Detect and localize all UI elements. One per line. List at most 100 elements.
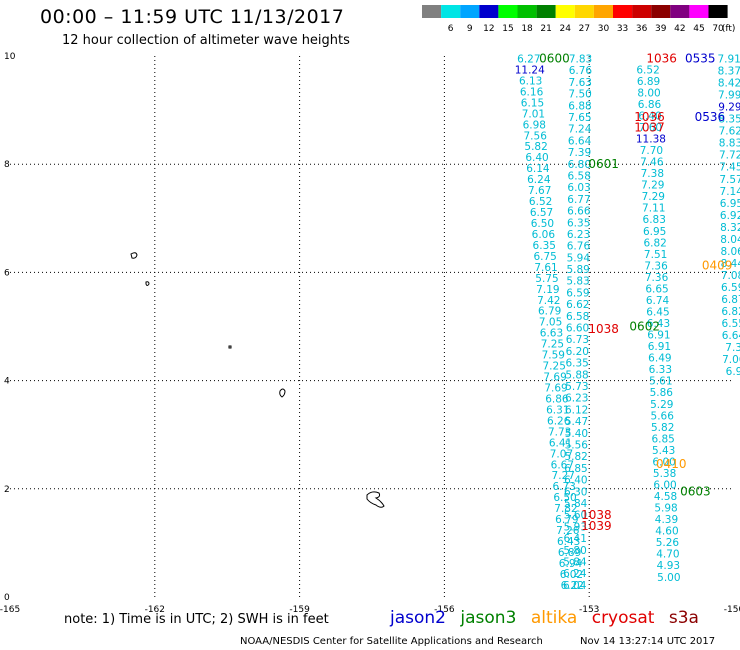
swh-value: 6.13: [519, 75, 542, 87]
swh-value: 6.62: [566, 299, 589, 311]
swh-value: 7.36: [644, 260, 668, 272]
legend-swatch: [479, 5, 499, 18]
pass-time-label: 0410: [656, 457, 687, 471]
swh-value: 6.43: [557, 536, 580, 548]
swh-value: 7.36: [645, 272, 669, 284]
swh-value: 6.40: [525, 152, 548, 164]
swh-value: 5.29: [650, 399, 673, 411]
pass-time-label: 0535: [685, 51, 716, 65]
swh-value: 7.07: [550, 448, 573, 460]
legend-value: 9: [467, 24, 473, 34]
swh-value: 6.40: [638, 110, 661, 122]
pass-time-label: 0409: [702, 259, 733, 273]
swh-value: 6.24: [563, 568, 587, 580]
swh-value: 7.08: [721, 270, 740, 282]
swh-value: 6.55: [722, 318, 740, 330]
swh-value: 5.00: [657, 572, 680, 584]
longitude-tick: -156: [434, 605, 455, 615]
swh-value: 6.64: [568, 135, 592, 147]
swh-value: 5.83: [566, 276, 589, 288]
swh-value: 6.00: [652, 456, 675, 468]
swh-value: 7.27: [552, 470, 575, 482]
swh-value: 7.69: [543, 372, 566, 384]
swh-value: 6.57: [530, 207, 553, 219]
swh-value: 6.02: [560, 569, 583, 581]
swh-value: 6.22: [561, 580, 584, 592]
pass-time-label: 1036: [646, 51, 677, 65]
swh-value: 7.39: [568, 147, 591, 159]
swh-value: 6.64: [722, 330, 740, 342]
pass-time-label: 0601: [588, 157, 619, 171]
swh-value: 6.24: [527, 174, 551, 186]
swh-value: 6.63: [540, 328, 563, 340]
swh-value: 6.35: [533, 240, 556, 252]
swh-value: 6.12: [565, 404, 588, 416]
legend-value: 24: [560, 24, 572, 34]
swh-value: 6.58: [568, 170, 591, 182]
swh-value: 7.51: [644, 249, 667, 261]
swh-value: 6.40: [564, 475, 587, 487]
map-title: 00:00 – 11:59 UTC 11/13/2017: [40, 6, 345, 28]
swh-value: 5.94: [567, 252, 591, 264]
satellite-cryosat: cryosat: [591, 608, 655, 628]
swh-value: 5.86: [650, 387, 674, 399]
swh-value: 5.98: [654, 503, 677, 515]
swh-value: 6.27: [517, 53, 540, 65]
footer-credit: NOAA/NESDIS Center for Satellite Applica…: [240, 636, 543, 647]
legend-swatch: [632, 5, 652, 18]
swh-value: 7.11: [642, 203, 665, 215]
footer-timestamp: Nov 14 13:27:14 UTC 2017: [580, 636, 716, 647]
swh-value: 7.19: [536, 284, 559, 296]
swh-value: 5.82: [651, 422, 674, 434]
pass-time-label: 0536: [695, 110, 726, 124]
swh-value: 6.79: [555, 514, 578, 526]
swh-value: 4.93: [657, 560, 680, 572]
swh-value: 7.99: [718, 90, 740, 102]
swh-value: 4.70: [656, 549, 679, 561]
swh-value: 7.25: [543, 361, 566, 373]
swh-value: 6.91: [647, 330, 670, 342]
swh-value: 6.82: [643, 237, 666, 249]
swh-value: 11.38: [636, 134, 666, 146]
swh-value: 6.14: [526, 163, 550, 175]
island-outline: [130, 252, 138, 259]
swh-value: 6.75: [533, 251, 556, 263]
legend-value: 12: [483, 24, 494, 34]
legend-value: 30: [598, 24, 610, 34]
swh-value: 6.67: [551, 459, 574, 471]
swh-value: 5.26: [656, 537, 680, 549]
legend-value: 42: [674, 24, 685, 34]
swh-value: 8.00: [637, 87, 660, 99]
swh-value: 5.43: [652, 445, 675, 457]
swh-value: 5.73: [565, 381, 588, 393]
legend-swatch: [555, 5, 575, 18]
swh-value: 6.58: [566, 311, 589, 323]
swh-value: 6.50: [531, 218, 554, 230]
swh-value: 5.61: [649, 376, 672, 388]
swh-value: 6.41: [564, 533, 587, 545]
swh-value: 5.66: [651, 410, 675, 422]
pass-time-label: 0602: [629, 319, 660, 333]
swh-value: 6.82: [721, 306, 740, 318]
swh-value: 6.04: [563, 580, 587, 592]
swh-value: 6.94: [559, 558, 583, 570]
swh-value: 6.85: [564, 463, 587, 475]
swh-value: 8.35: [718, 114, 740, 126]
swh-value: 7.25: [541, 339, 564, 351]
swh-value: 6.16: [520, 86, 544, 98]
swh-value: 6.30: [564, 486, 587, 498]
swh-value: 6.60: [566, 323, 589, 335]
swh-value: 7.42: [537, 295, 560, 307]
swh-value: 6.83: [643, 214, 666, 226]
swh-value: 6.76: [567, 241, 591, 253]
map-subtitle: 12 hour collection of altimeter wave hei…: [62, 33, 350, 48]
swh-value: 7.56: [524, 130, 548, 142]
swh-value: 7.29: [641, 180, 664, 192]
swh-value: 6.50: [553, 492, 576, 504]
swh-value: 6.45: [646, 307, 669, 319]
swh-value: 6.9: [726, 366, 740, 378]
swh-value: 5.84: [563, 556, 587, 568]
swh-value: 7.50: [568, 89, 591, 101]
legend-swatch: [460, 5, 480, 18]
